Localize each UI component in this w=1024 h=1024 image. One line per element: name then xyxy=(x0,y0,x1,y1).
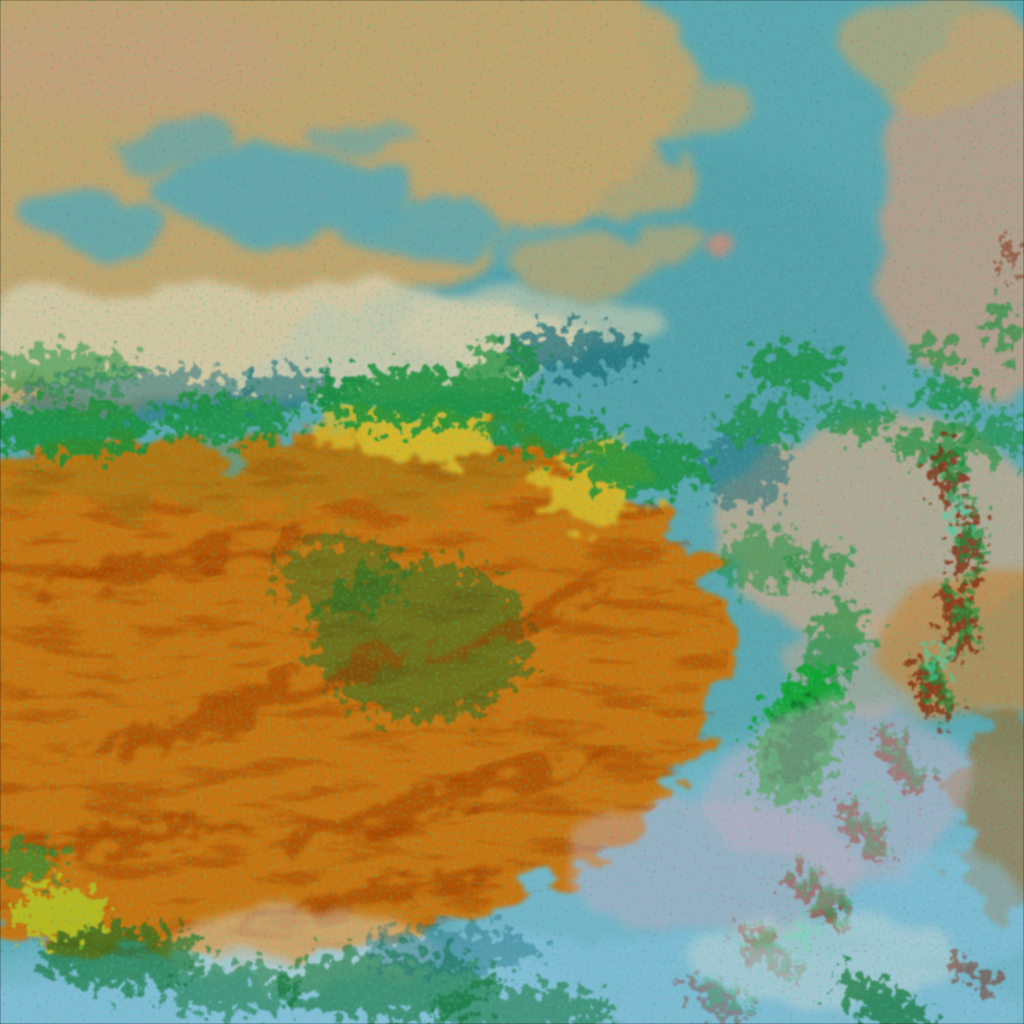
satellite-image xyxy=(0,0,1024,1024)
cloudscape-canvas xyxy=(0,0,1024,1024)
magenta-grain xyxy=(0,0,1024,1024)
grain-overlay xyxy=(0,0,1024,1024)
